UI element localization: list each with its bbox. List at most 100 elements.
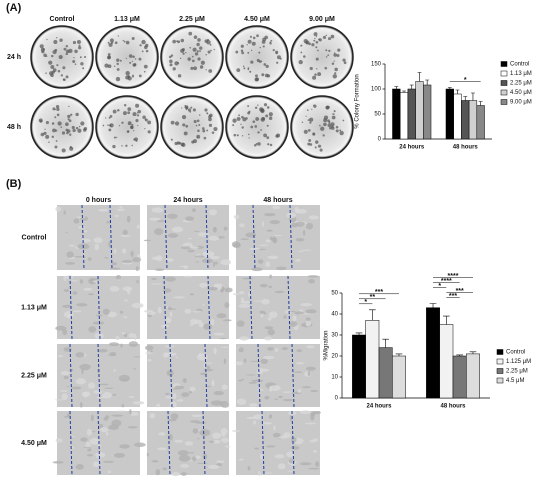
colony: [240, 44, 244, 48]
texture: [260, 313, 264, 318]
scratch-edge: [97, 275, 101, 340]
colony: [305, 115, 307, 117]
error-bar: [429, 303, 437, 308]
texture: [87, 257, 92, 261]
colony: [275, 52, 278, 55]
colony: [199, 46, 203, 50]
colony: [197, 57, 201, 61]
texture: [224, 302, 230, 309]
colony: [182, 52, 185, 55]
error-bar: [369, 309, 376, 321]
colony: [233, 133, 237, 137]
legend-label: 1.13 μM: [510, 71, 532, 77]
colony-plate: [225, 25, 289, 89]
colony: [191, 55, 194, 58]
texture: [273, 398, 279, 400]
colony: [43, 131, 47, 135]
texture: [197, 462, 208, 465]
colony: [315, 140, 319, 144]
colony: [314, 73, 317, 76]
colony: [314, 146, 317, 149]
colony: [134, 58, 137, 60]
texture: [216, 460, 225, 463]
colony: [57, 69, 61, 73]
texture: [299, 462, 312, 466]
colony: [63, 47, 67, 51]
scratch-edge: [163, 275, 167, 340]
bar: [352, 334, 366, 399]
error-bar: [382, 338, 389, 348]
texture: [111, 419, 122, 427]
texture: [146, 311, 156, 316]
colony: [65, 75, 69, 79]
texture: [156, 255, 163, 262]
colony: [69, 146, 74, 151]
colony: [82, 67, 85, 70]
texture: [165, 317, 172, 324]
texture: [94, 243, 100, 251]
colony: [241, 135, 244, 137]
colony: [202, 129, 206, 133]
significance-label: *: [364, 299, 367, 306]
texture: [71, 445, 74, 449]
colony: [208, 69, 213, 73]
texture: [76, 216, 86, 219]
texture: [122, 229, 128, 236]
bar: [452, 355, 467, 399]
colony: [198, 114, 201, 116]
colony: [319, 124, 321, 127]
colony: [61, 148, 66, 153]
texture: [120, 343, 123, 348]
scratch-image: [235, 343, 320, 408]
colony: [254, 106, 258, 109]
texture: [86, 428, 92, 436]
colony: [52, 107, 56, 111]
colony: [55, 129, 58, 132]
texture: [220, 428, 228, 435]
texture: [202, 453, 208, 460]
texture: [127, 426, 138, 429]
colony: [126, 130, 130, 133]
colony: [300, 44, 303, 47]
colony: [134, 137, 138, 142]
texture: [150, 283, 163, 285]
texture: [222, 319, 232, 322]
colony: [138, 57, 142, 61]
colony: [331, 115, 336, 120]
bar: [392, 88, 401, 140]
texture: [88, 277, 97, 285]
colony: [107, 53, 111, 56]
y-tick-label: 20: [331, 354, 338, 360]
texture: [76, 303, 88, 307]
colony: [248, 133, 250, 136]
texture: [93, 390, 103, 394]
texture: [203, 323, 213, 330]
scratch-edge: [287, 275, 291, 340]
texture: [202, 304, 205, 306]
texture: [109, 267, 121, 270]
colony: [80, 62, 84, 66]
y-tick-label: 10: [331, 375, 338, 381]
colony: [131, 144, 133, 147]
texture: [145, 352, 154, 355]
column-label: 2.25 μM: [179, 16, 205, 23]
colony-plate: [30, 95, 94, 159]
texture: [97, 443, 102, 448]
texture: [288, 458, 296, 464]
texture: [214, 261, 218, 265]
colony: [313, 104, 315, 107]
colony: [247, 67, 250, 70]
texture: [130, 250, 134, 258]
texture: [220, 346, 230, 348]
colony: [201, 127, 205, 130]
colony: [121, 145, 123, 147]
texture: [207, 464, 220, 470]
texture: [224, 287, 233, 293]
scratch-image: [143, 204, 232, 271]
texture: [312, 411, 321, 415]
colony: [169, 63, 173, 67]
texture: [132, 400, 145, 405]
texture: [248, 403, 258, 407]
texture: [238, 303, 250, 308]
colony: [182, 123, 186, 127]
